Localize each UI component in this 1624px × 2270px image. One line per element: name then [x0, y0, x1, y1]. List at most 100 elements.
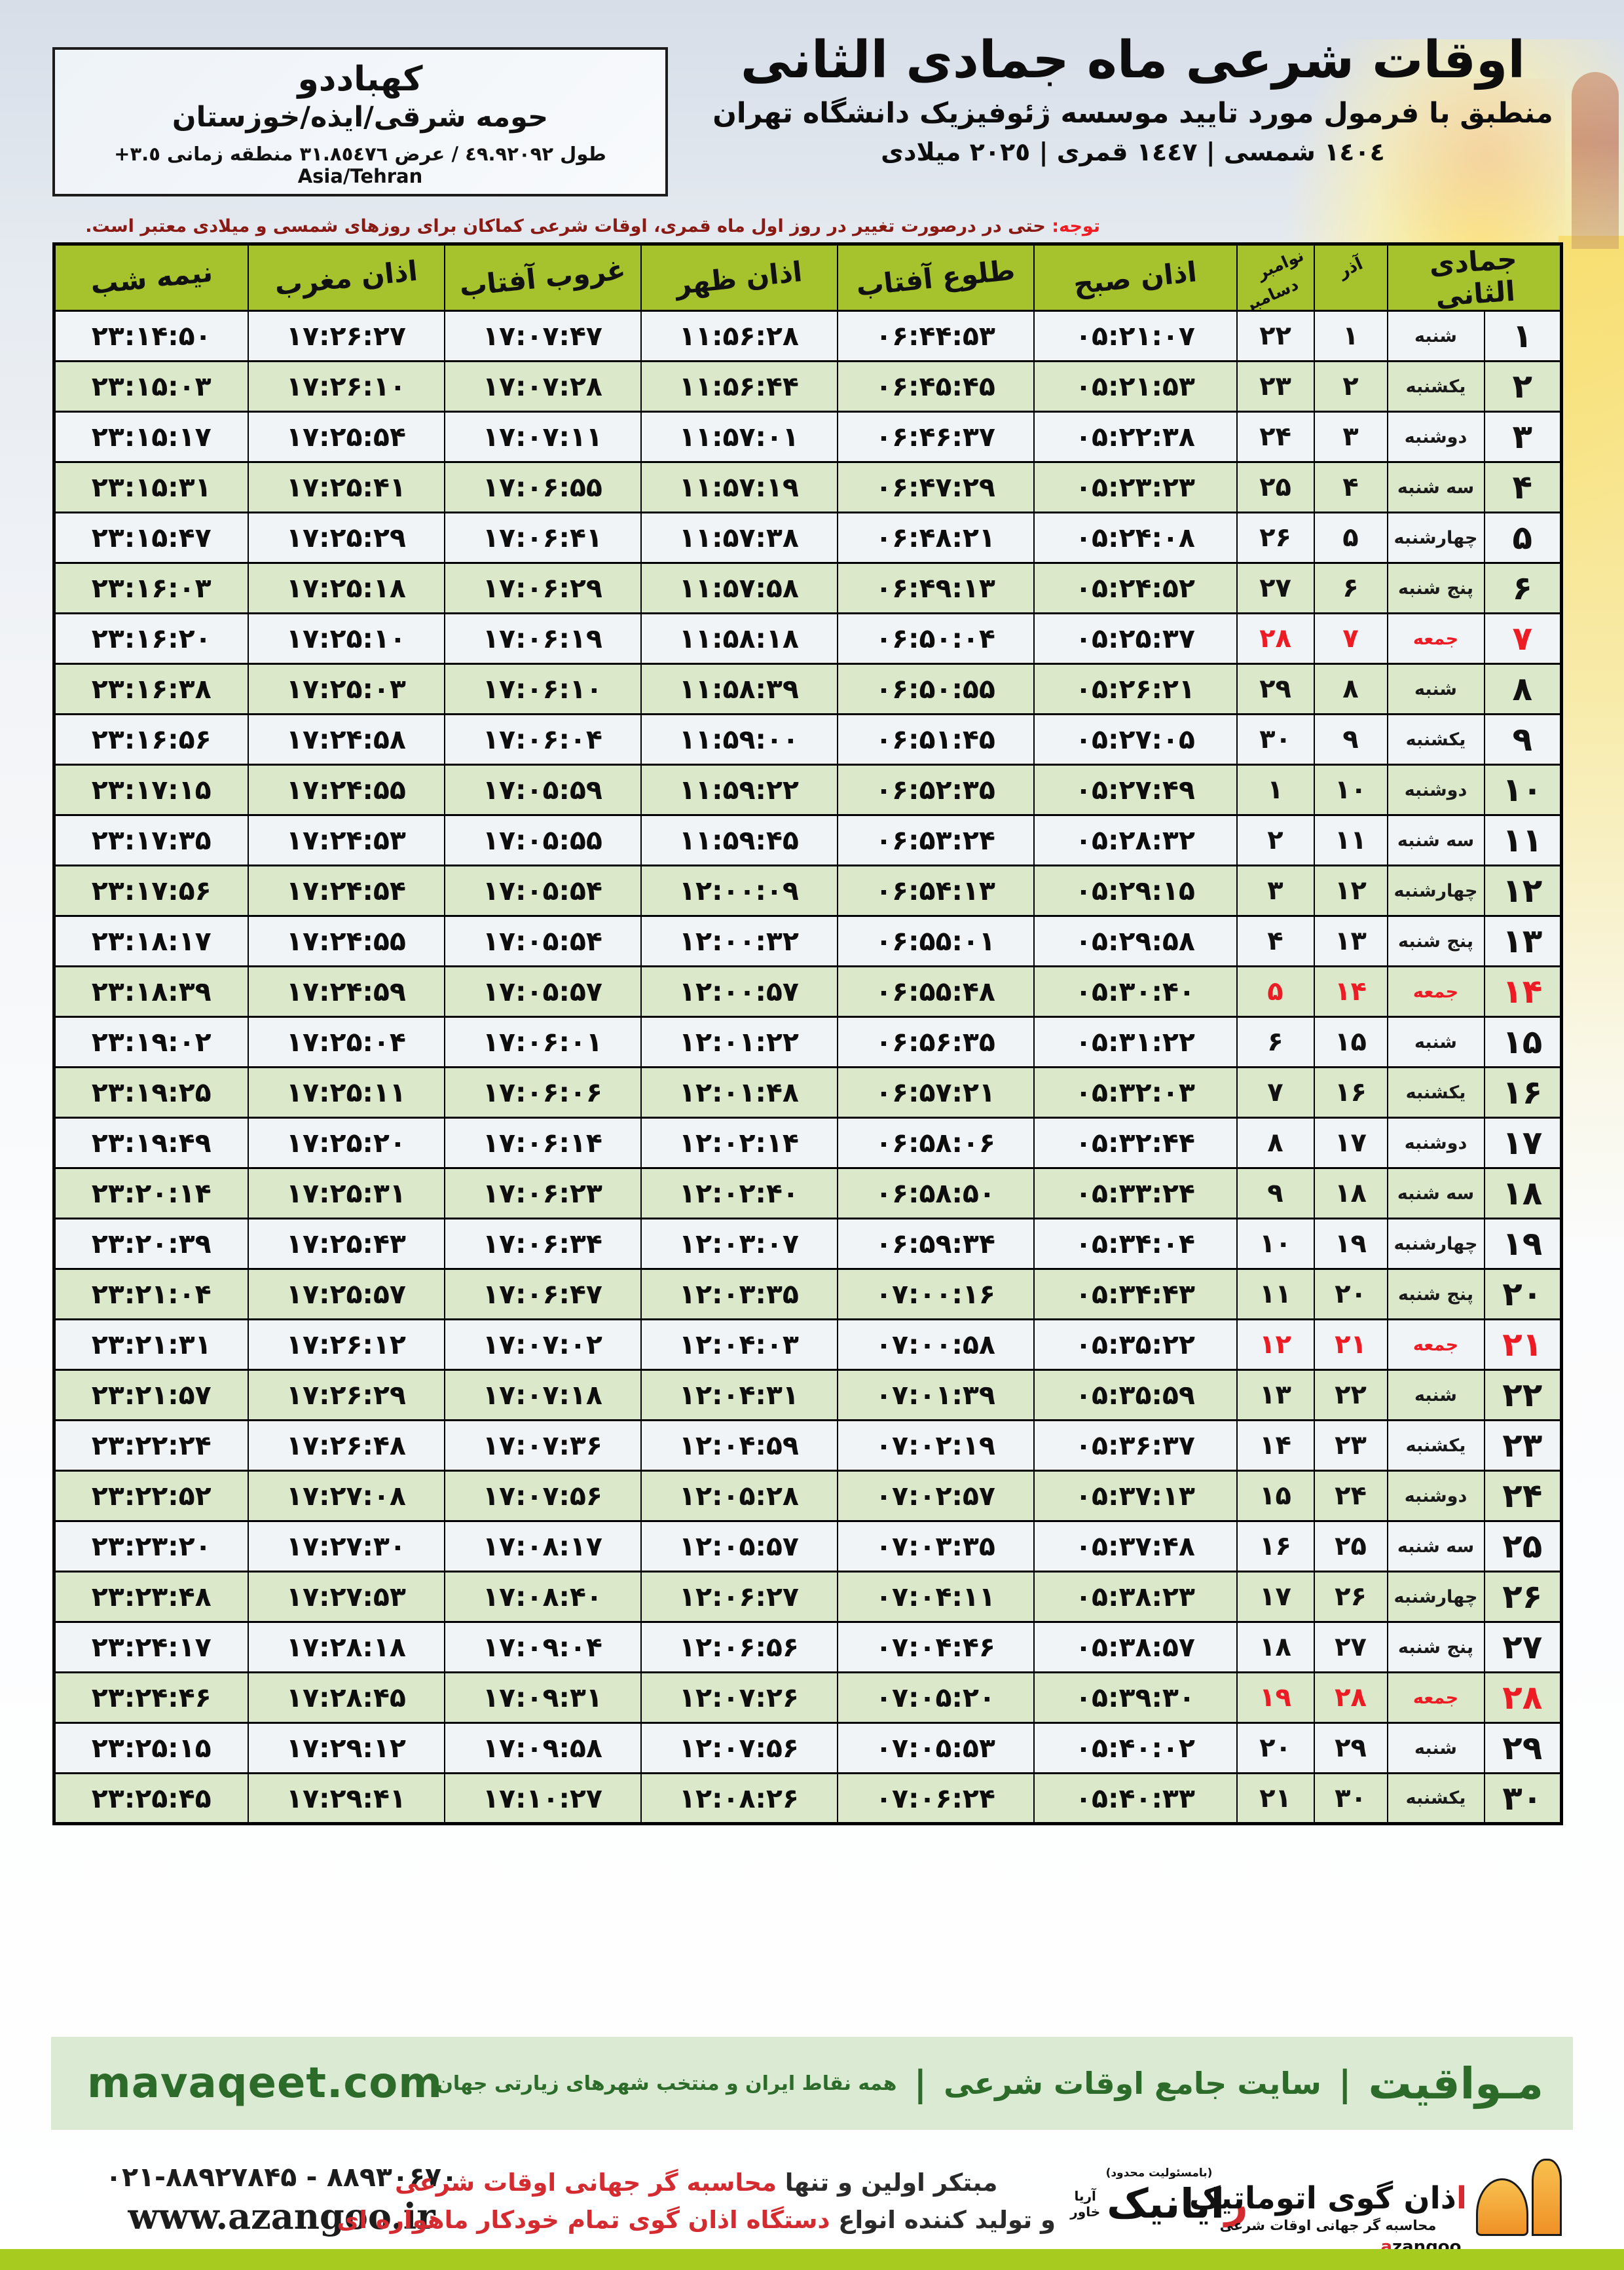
lunar-day-cell: ۲۵ [1483, 1520, 1562, 1572]
sunrise-time-cell: ۰۶:۵۴:۱۳ [836, 865, 1035, 917]
fajr-time-cell: ۰۵:۴۰:۰۲ [1033, 1722, 1238, 1774]
azar-day-cell: ۲۴ [1313, 1470, 1388, 1522]
gregorian-day-cell: ۲ [1236, 814, 1315, 866]
sunset-time-cell: ۱۷:۰۵:۵۴ [443, 915, 642, 967]
azar-day-cell: ۱۶ [1313, 1066, 1388, 1119]
fajr-time-cell: ۰۵:۲۶:۲۱ [1033, 663, 1238, 715]
sunset-time-cell: ۱۷:۰۷:۱۸ [443, 1369, 642, 1421]
table-row: ۲۸ جمعه ۲۸ ۱۹ ۰۵:۳۹:۳۰ ۰۷:۰۵:۲۰ ۱۲:۰۷:۲۶… [53, 1671, 1562, 1724]
maghrib-time-cell: ۱۷:۲۶:۲۷ [247, 310, 445, 362]
table-row: ۹ یکشنبه ۹ ۳۰ ۰۵:۲۷:۰۵ ۰۶:۵۱:۴۵ ۱۱:۵۹:۰۰… [53, 713, 1562, 766]
lunar-day-cell: ۱۹ [1483, 1218, 1562, 1270]
table-row: ۷ جمعه ۷ ۲۸ ۰۵:۲۵:۳۷ ۰۶:۵۰:۰۴ ۱۱:۵۸:۱۸ ۱… [53, 612, 1562, 665]
lunar-day-cell: ۳ [1483, 411, 1562, 463]
fajr-time-cell: ۰۵:۳۰:۴۰ [1033, 965, 1238, 1018]
midnight-time-cell: ۲۳:۲۱:۵۷ [53, 1369, 249, 1421]
midnight-time-cell: ۲۳:۱۷:۱۵ [53, 764, 249, 816]
sunrise-time-cell: ۰۶:۵۶:۳۵ [836, 1016, 1035, 1068]
maghrib-time-cell: ۱۷:۲۵:۲۹ [247, 512, 445, 564]
gregorian-day-cell: ۵ [1236, 965, 1315, 1018]
sunrise-time-cell: ۰۷:۰۴:۴۶ [836, 1621, 1035, 1673]
lunar-day-cell: ۲۰ [1483, 1268, 1562, 1320]
lunar-day-cell: ۲۲ [1483, 1369, 1562, 1421]
maghrib-time-cell: ۱۷:۲۶:۱۰ [247, 360, 445, 413]
sunset-time-cell: ۱۷:۰۶:۱۰ [443, 663, 642, 715]
azangoo-dome-minaret-icon [1476, 2159, 1562, 2236]
maghrib-time-cell: ۱۷:۲۶:۲۹ [247, 1369, 445, 1421]
location-coordinates: طول ٤٩.٩٢٠٩٢ / عرض ٣١.٨٥٤٧٦ منطقه زمانی … [114, 142, 606, 187]
fajr-time-cell: ۰۵:۳۴:۰۴ [1033, 1218, 1238, 1270]
lunar-day-cell: ۶ [1483, 562, 1562, 614]
dhuhr-time-cell: ۱۲:۰۴:۰۳ [640, 1318, 838, 1371]
location-box: کهباددو حومه شرقی/ایذه/خوزستان طول ٤٩.٩٢… [52, 47, 668, 196]
maker-description: مبتکر اولین و تنها محاسبه گر جهانی اوقات… [337, 2164, 1056, 2239]
lunar-day-cell: ۴ [1483, 461, 1562, 513]
table-row: ۲۴ دوشنبه ۲۴ ۱۵ ۰۵:۳۷:۱۳ ۰۷:۰۲:۵۷ ۱۲:۰۵:… [53, 1470, 1562, 1522]
sunset-time-cell: ۱۷:۰۸:۱۷ [443, 1520, 642, 1572]
midnight-time-cell: ۲۳:۲۴:۱۷ [53, 1621, 249, 1673]
azar-day-cell: ۴ [1313, 461, 1388, 513]
azar-day-cell: ۸ [1313, 663, 1388, 715]
midnight-time-cell: ۲۳:۱۶:۵۶ [53, 713, 249, 766]
dhuhr-time-cell: ۱۱:۵۷:۱۹ [640, 461, 838, 513]
gregorian-day-cell: ۱۹ [1236, 1671, 1315, 1724]
midnight-time-cell: ۲۳:۱۸:۱۷ [53, 915, 249, 967]
table-row: ۲۵ سه شنبه ۲۵ ۱۶ ۰۵:۳۷:۴۸ ۰۷:۰۳:۳۵ ۱۲:۰۵… [53, 1520, 1562, 1572]
dhuhr-time-cell: ۱۱:۵۸:۳۹ [640, 663, 838, 715]
weekday-cell: دوشنبه [1386, 1470, 1485, 1522]
sunrise-time-cell: ۰۶:۵۵:۰۱ [836, 915, 1035, 967]
weekday-cell: یکشنبه [1386, 1772, 1485, 1825]
sunset-time-cell: ۱۷:۰۷:۴۷ [443, 310, 642, 362]
azar-day-cell: ۱۳ [1313, 915, 1388, 967]
lunar-day-cell: ۱۸ [1483, 1167, 1562, 1219]
sunrise-time-cell: ۰۷:۰۵:۲۰ [836, 1671, 1035, 1724]
dome-icon [1476, 2178, 1528, 2236]
times-tbody: ۱ شنبه ۱ ۲۲ ۰۵:۲۱:۰۷ ۰۶:۴۴:۵۳ ۱۱:۵۶:۲۸ ۱… [53, 310, 1562, 1825]
azar-day-cell: ۱۰ [1313, 764, 1388, 816]
mavaqeet-url[interactable]: mavaqeet.com [87, 2059, 443, 2108]
gregorian-day-cell: ۳ [1236, 865, 1315, 917]
fajr-time-cell: ۰۵:۳۲:۰۳ [1033, 1066, 1238, 1119]
table-row: ۲۰ پنج شنبه ۲۰ ۱۱ ۰۵:۳۴:۴۳ ۰۷:۰۰:۱۶ ۱۲:۰… [53, 1268, 1562, 1320]
lunar-day-cell: ۱۴ [1483, 965, 1562, 1018]
gregorian-day-cell: ۲۷ [1236, 562, 1315, 614]
azar-day-cell: ۲۰ [1313, 1268, 1388, 1320]
dhuhr-time-cell: ۱۲:۰۳:۳۵ [640, 1268, 838, 1320]
dhuhr-time-cell: ۱۲:۰۲:۴۰ [640, 1167, 838, 1219]
azangoo-website-url[interactable]: www.azangoo.ir [128, 2195, 435, 2237]
weekday-cell: جمعه [1386, 612, 1485, 665]
location-region: حومه شرقی/ایذه/خوزستان [172, 100, 549, 134]
weekday-cell: پنج شنبه [1386, 1621, 1485, 1673]
sunrise-time-cell: ۰۶:۵۰:۰۴ [836, 612, 1035, 665]
weekday-cell: شنبه [1386, 1369, 1485, 1421]
weekday-cell: پنج شنبه [1386, 562, 1485, 614]
maghrib-time-cell: ۱۷:۲۴:۵۵ [247, 764, 445, 816]
contact-block: ۰۲۱-۸۸۹۲۷۸۴۵ - ۸۸۹۳۰۶۷۰ www.azangoo.ir [105, 2161, 458, 2237]
november-label: نوامبر [1253, 246, 1306, 283]
azar-day-cell: ۲۱ [1313, 1318, 1388, 1371]
mavaqeet-tagline: همه نقاط ایران و منتخب شهرهای زیارتی جها… [436, 2072, 897, 2095]
gregorian-day-cell: ۱۵ [1236, 1470, 1315, 1522]
weekday-cell: دوشنبه [1386, 411, 1485, 463]
gregorian-day-cell: ۱۳ [1236, 1369, 1315, 1421]
sunrise-time-cell: ۰۷:۰۰:۵۸ [836, 1318, 1035, 1371]
gregorian-day-cell: ۱۸ [1236, 1621, 1315, 1673]
fajr-time-cell: ۰۵:۲۷:۴۹ [1033, 764, 1238, 816]
notice-label: توجه: [1052, 216, 1100, 236]
fajr-time-cell: ۰۵:۲۱:۵۳ [1033, 360, 1238, 413]
sunset-time-cell: ۱۷:۰۷:۰۲ [443, 1318, 642, 1371]
weekday-cell: چهارشنبه [1386, 1218, 1485, 1270]
weekday-cell: یکشنبه [1386, 1066, 1485, 1119]
dhuhr-time-cell: ۱۲:۰۳:۰۷ [640, 1218, 838, 1270]
lunar-day-cell: ۲ [1483, 360, 1562, 413]
sunset-time-cell: ۱۷:۰۸:۴۰ [443, 1571, 642, 1623]
bottom-green-bar [0, 2249, 1624, 2270]
sunrise-time-cell: ۰۶:۵۲:۳۵ [836, 764, 1035, 816]
midnight-time-cell: ۲۳:۲۵:۴۵ [53, 1772, 249, 1825]
sunrise-time-cell: ۰۶:۵۱:۴۵ [836, 713, 1035, 766]
fajr-time-cell: ۰۵:۳۸:۲۳ [1033, 1571, 1238, 1623]
table-row: ۱۴ جمعه ۱۴ ۵ ۰۵:۳۰:۴۰ ۰۶:۵۵:۴۸ ۱۲:۰۰:۵۷ … [53, 965, 1562, 1018]
azar-day-cell: ۲۶ [1313, 1571, 1388, 1623]
gregorian-day-cell: ۱۴ [1236, 1419, 1315, 1472]
azar-day-cell: ۱۵ [1313, 1016, 1388, 1068]
